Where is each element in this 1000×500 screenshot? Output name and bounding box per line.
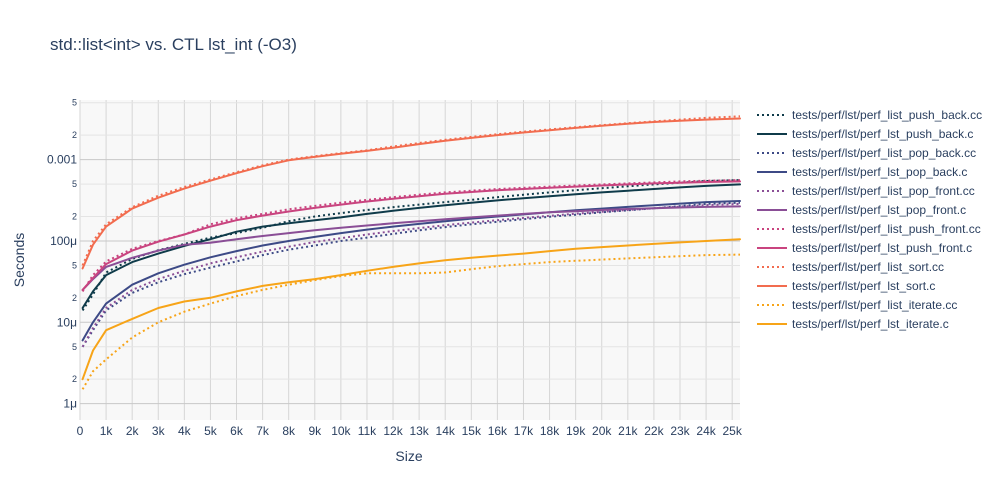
series-line-10 [81,253,741,390]
plot-area [80,100,740,420]
legend-item[interactable]: tests/perf/lst/perf_lst_sort.c [757,279,935,293]
legend-item[interactable]: tests/perf/lst/perf_lst_pop_front.c [757,203,966,217]
legend-label: tests/perf/lst/perf_lst_pop_front.c [792,203,966,217]
x-tick-label: 5k [204,424,218,438]
legend-item[interactable]: tests/perf/lst/perf_list_pop_front.cc [757,184,975,198]
series-line-2 [81,201,741,348]
legend-item[interactable]: tests/perf/lst/perf_list_sort.cc [757,260,944,274]
series-line-4 [81,202,741,348]
legend-item[interactable]: tests/perf/lst/perf_list_push_front.cc [757,222,981,236]
y-axis-title: Seconds [11,233,27,287]
y-minor-tick-label: 2 [72,130,77,140]
x-tick-label: 21k [618,424,638,438]
series-line-5 [81,205,741,291]
x-tick-label: 6k [230,424,244,438]
x-tick-label: 7k [256,424,270,438]
x-tick-label: 13k [409,424,429,438]
legend-label: tests/perf/lst/perf_list_pop_front.cc [792,184,975,198]
legend-label: tests/perf/lst/perf_list_push_back.cc [792,108,982,122]
legend-label: tests/perf/lst/perf_lst_push_front.c [792,241,972,255]
y-minor-tick-label: 5 [72,179,77,189]
y-minor-tick-label: 5 [72,342,77,352]
series-line-6 [81,179,741,292]
x-tick-label: 14k [436,424,456,438]
legend-item[interactable]: tests/perf/lst/perf_list_pop_back.cc [757,146,976,160]
y-axis-ticks: 2 5 2 5 2 5 2 5 1μ 10μ 100μ 0.001 [47,98,77,411]
x-axis-title: Size [395,448,422,464]
x-tick-label: 10k [331,424,351,438]
x-tick-label: 15k [462,424,482,438]
x-tick-label: 19k [566,424,586,438]
legend-label: tests/perf/lst/perf_lst_iterate.c [792,317,949,331]
legend-label: tests/perf/lst/perf_list_pop_back.cc [792,146,976,160]
legend-item[interactable]: tests/perf/lst/perf_lst_iterate.c [757,317,949,331]
x-tick-label: 23k [670,424,690,438]
x-tick-label: 20k [592,424,612,438]
grid [79,100,740,420]
x-tick-label: 17k [514,424,534,438]
y-minor-tick-label: 5 [72,98,77,108]
legend-label: tests/perf/lst/perf_list_sort.cc [792,260,944,274]
x-tick-label: 12k [383,424,403,438]
legend-item[interactable]: tests/perf/lst/perf_list_iterate.cc [757,298,957,312]
x-axis-ticks: 0 1k 2k 3k 4k 5k 6k 7k 8k 9k 10k 11k 12k 13k 14k 15k 16k… [77,424,743,438]
series-line-1 [81,183,741,309]
series-line-9 [81,117,741,270]
legend-label: tests/perf/lst/perf_lst_sort.c [792,279,935,293]
x-tick-label: 1k [100,424,114,438]
x-tick-label: 0 [77,424,84,438]
x-tick-label: 9k [308,424,322,438]
x-tick-label: 16k [488,424,508,438]
legend-item[interactable]: tests/perf/lst/perf_list_push_back.cc [757,108,982,122]
x-tick-label: 8k [282,424,296,438]
series-lines [81,115,741,390]
y-minor-tick-label: 2 [72,374,77,384]
legend[interactable]: tests/perf/lst/perf_list_push_back.cctes… [757,108,982,331]
x-tick-label: 24k [696,424,716,438]
series-line-3 [81,200,741,342]
x-tick-label: 4k [178,424,192,438]
x-tick-label: 3k [152,424,166,438]
chart-title: std::list<int> vs. CTL lst_int (-O3) [50,35,297,54]
y-tick-label: 100μ [50,234,77,248]
x-tick-label: 18k [540,424,560,438]
y-minor-tick-label: 2 [72,211,77,221]
y-tick-label: 0.001 [47,153,77,167]
legend-label: tests/perf/lst/perf_lst_push_back.c [792,127,973,141]
series-line-7 [81,180,741,291]
y-tick-label: 10μ [57,315,77,329]
x-tick-label: 11k [358,424,377,438]
legend-item[interactable]: tests/perf/lst/perf_lst_push_back.c [757,127,973,141]
x-tick-label: 25k [722,424,742,438]
y-tick-label: 1μ [63,397,77,411]
y-minor-tick-label: 2 [72,293,77,303]
legend-item[interactable]: tests/perf/lst/perf_lst_pop_back.c [757,165,967,179]
legend-item[interactable]: tests/perf/lst/perf_lst_push_front.c [757,241,972,255]
legend-label: tests/perf/lst/perf_lst_pop_back.c [792,165,967,179]
legend-label: tests/perf/lst/perf_list_push_front.cc [792,222,981,236]
x-tick-label: 22k [644,424,664,438]
series-line-11 [81,238,741,381]
x-tick-label: 2k [126,424,140,438]
y-minor-tick-label: 5 [72,260,77,270]
legend-label: tests/perf/lst/perf_list_iterate.cc [792,298,957,312]
